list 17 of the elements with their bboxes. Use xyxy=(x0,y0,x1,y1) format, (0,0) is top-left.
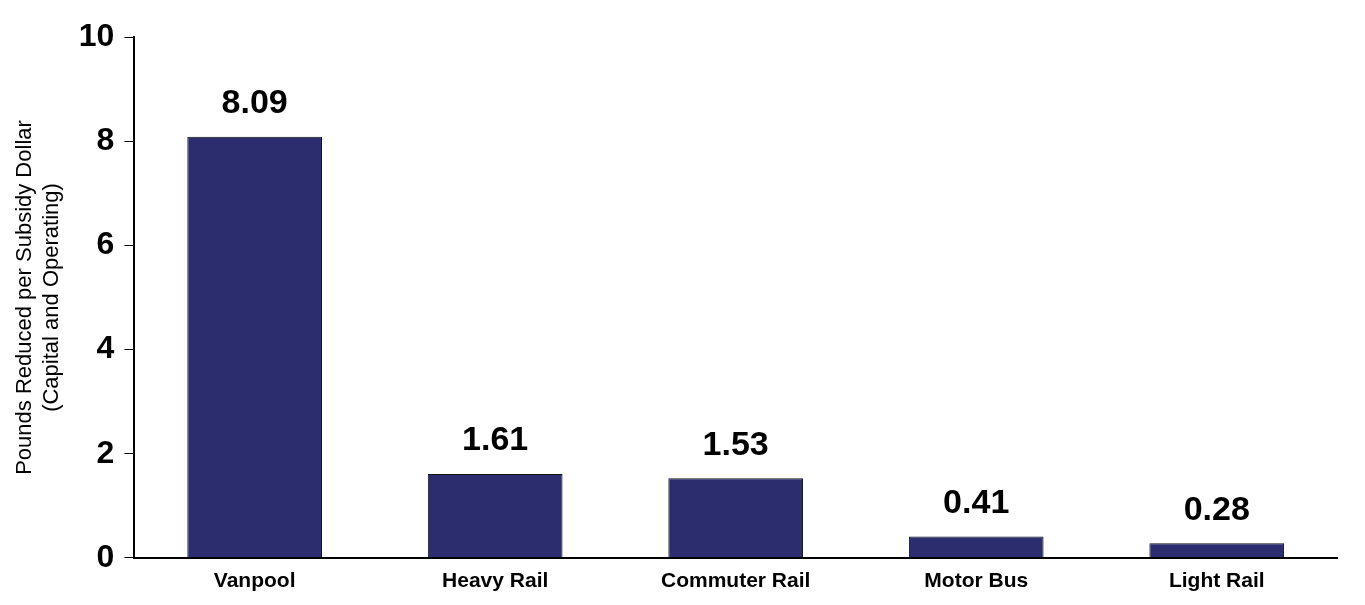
y-tick-label: 0 xyxy=(96,537,115,574)
data-label: 0.41 xyxy=(943,481,1010,520)
y-tick-label: 6 xyxy=(96,225,115,262)
data-label: 1.61 xyxy=(462,419,529,458)
x-tick-label: Light Rail xyxy=(1168,568,1265,592)
x-tick-label: Commuter Rail xyxy=(661,568,811,592)
y-tick-label: 2 xyxy=(96,433,115,470)
x-tick-label: Motor Bus xyxy=(924,568,1029,592)
x-tick-label: Vanpool xyxy=(213,568,296,592)
y-tick-label: 10 xyxy=(78,17,115,54)
y-tick-label: 4 xyxy=(96,329,115,366)
y-tick-label: 8 xyxy=(96,121,115,158)
data-label: 8.09 xyxy=(221,82,288,121)
y-axis-title: Pounds Reduced per Subsidy Dollar (Capital and Operating) xyxy=(11,120,63,475)
data-label: 0.28 xyxy=(1183,488,1250,527)
data-label: 1.53 xyxy=(702,423,769,462)
x-tick-label: Heavy Rail xyxy=(442,568,549,592)
